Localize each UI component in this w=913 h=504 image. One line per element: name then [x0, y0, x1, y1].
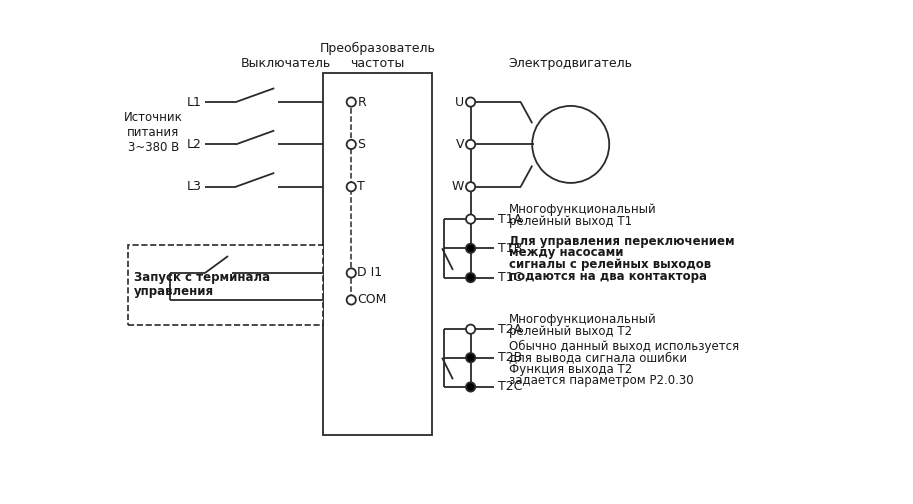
Text: Многофункциональный: Многофункциональный [509, 203, 656, 216]
Text: сигналы с релейных выходов: сигналы с релейных выходов [509, 258, 711, 271]
Text: T1C: T1C [498, 271, 522, 284]
Text: T2A: T2A [498, 323, 521, 336]
Text: Источник
питания
3~380 В: Источник питания 3~380 В [124, 111, 183, 154]
Text: релейный выход T2: релейный выход T2 [509, 326, 632, 339]
Circle shape [347, 269, 356, 278]
Text: подаются на два контактора: подаются на два контактора [509, 270, 707, 283]
Circle shape [466, 182, 476, 192]
Text: Выключатель: Выключатель [241, 57, 331, 70]
Circle shape [466, 325, 476, 334]
Text: Функция выхода T2: Функция выхода T2 [509, 363, 633, 376]
Text: задается параметром P2.0.30: задается параметром P2.0.30 [509, 374, 694, 387]
Text: Обычно данный выход используется: Обычно данный выход используется [509, 340, 740, 353]
Circle shape [466, 383, 476, 392]
Circle shape [466, 140, 476, 149]
Text: T: T [357, 180, 365, 193]
Text: релейный выход T1: релейный выход T1 [509, 215, 632, 228]
Text: T1B: T1B [498, 242, 522, 255]
Text: R: R [357, 96, 366, 108]
Circle shape [347, 140, 356, 149]
Text: L3: L3 [187, 180, 202, 193]
Text: для вывода сигнала ошибки: для вывода сигнала ошибки [509, 351, 687, 364]
Text: V: V [456, 138, 465, 151]
Text: Многофункциональный: Многофункциональный [509, 313, 656, 326]
Text: Запуск с терминала: Запуск с терминала [134, 271, 270, 284]
Text: S: S [357, 138, 365, 151]
Text: Преобразователь
частоты: Преобразователь частоты [320, 42, 436, 70]
Circle shape [466, 353, 476, 362]
Circle shape [347, 295, 356, 304]
Circle shape [466, 97, 476, 107]
Text: между насосами: между насосами [509, 246, 624, 260]
Text: W: W [452, 180, 465, 193]
Circle shape [347, 97, 356, 107]
Bar [128, 244, 323, 326]
Text: D I1: D I1 [357, 267, 383, 280]
Bar [323, 73, 432, 434]
Text: U: U [456, 96, 465, 108]
Text: T1A: T1A [498, 213, 521, 226]
Circle shape [347, 182, 356, 192]
Text: L1: L1 [187, 96, 202, 108]
Circle shape [466, 215, 476, 224]
Text: Электродвигатель: Электродвигатель [509, 57, 633, 70]
Circle shape [466, 244, 476, 253]
Text: L2: L2 [187, 138, 202, 151]
Text: T2C: T2C [498, 381, 522, 394]
Text: T2B: T2B [498, 351, 522, 364]
Text: управления: управления [134, 285, 215, 297]
Circle shape [466, 273, 476, 282]
Text: COM: COM [357, 293, 387, 306]
Text: Для управления переключением: Для управления переключением [509, 235, 735, 248]
